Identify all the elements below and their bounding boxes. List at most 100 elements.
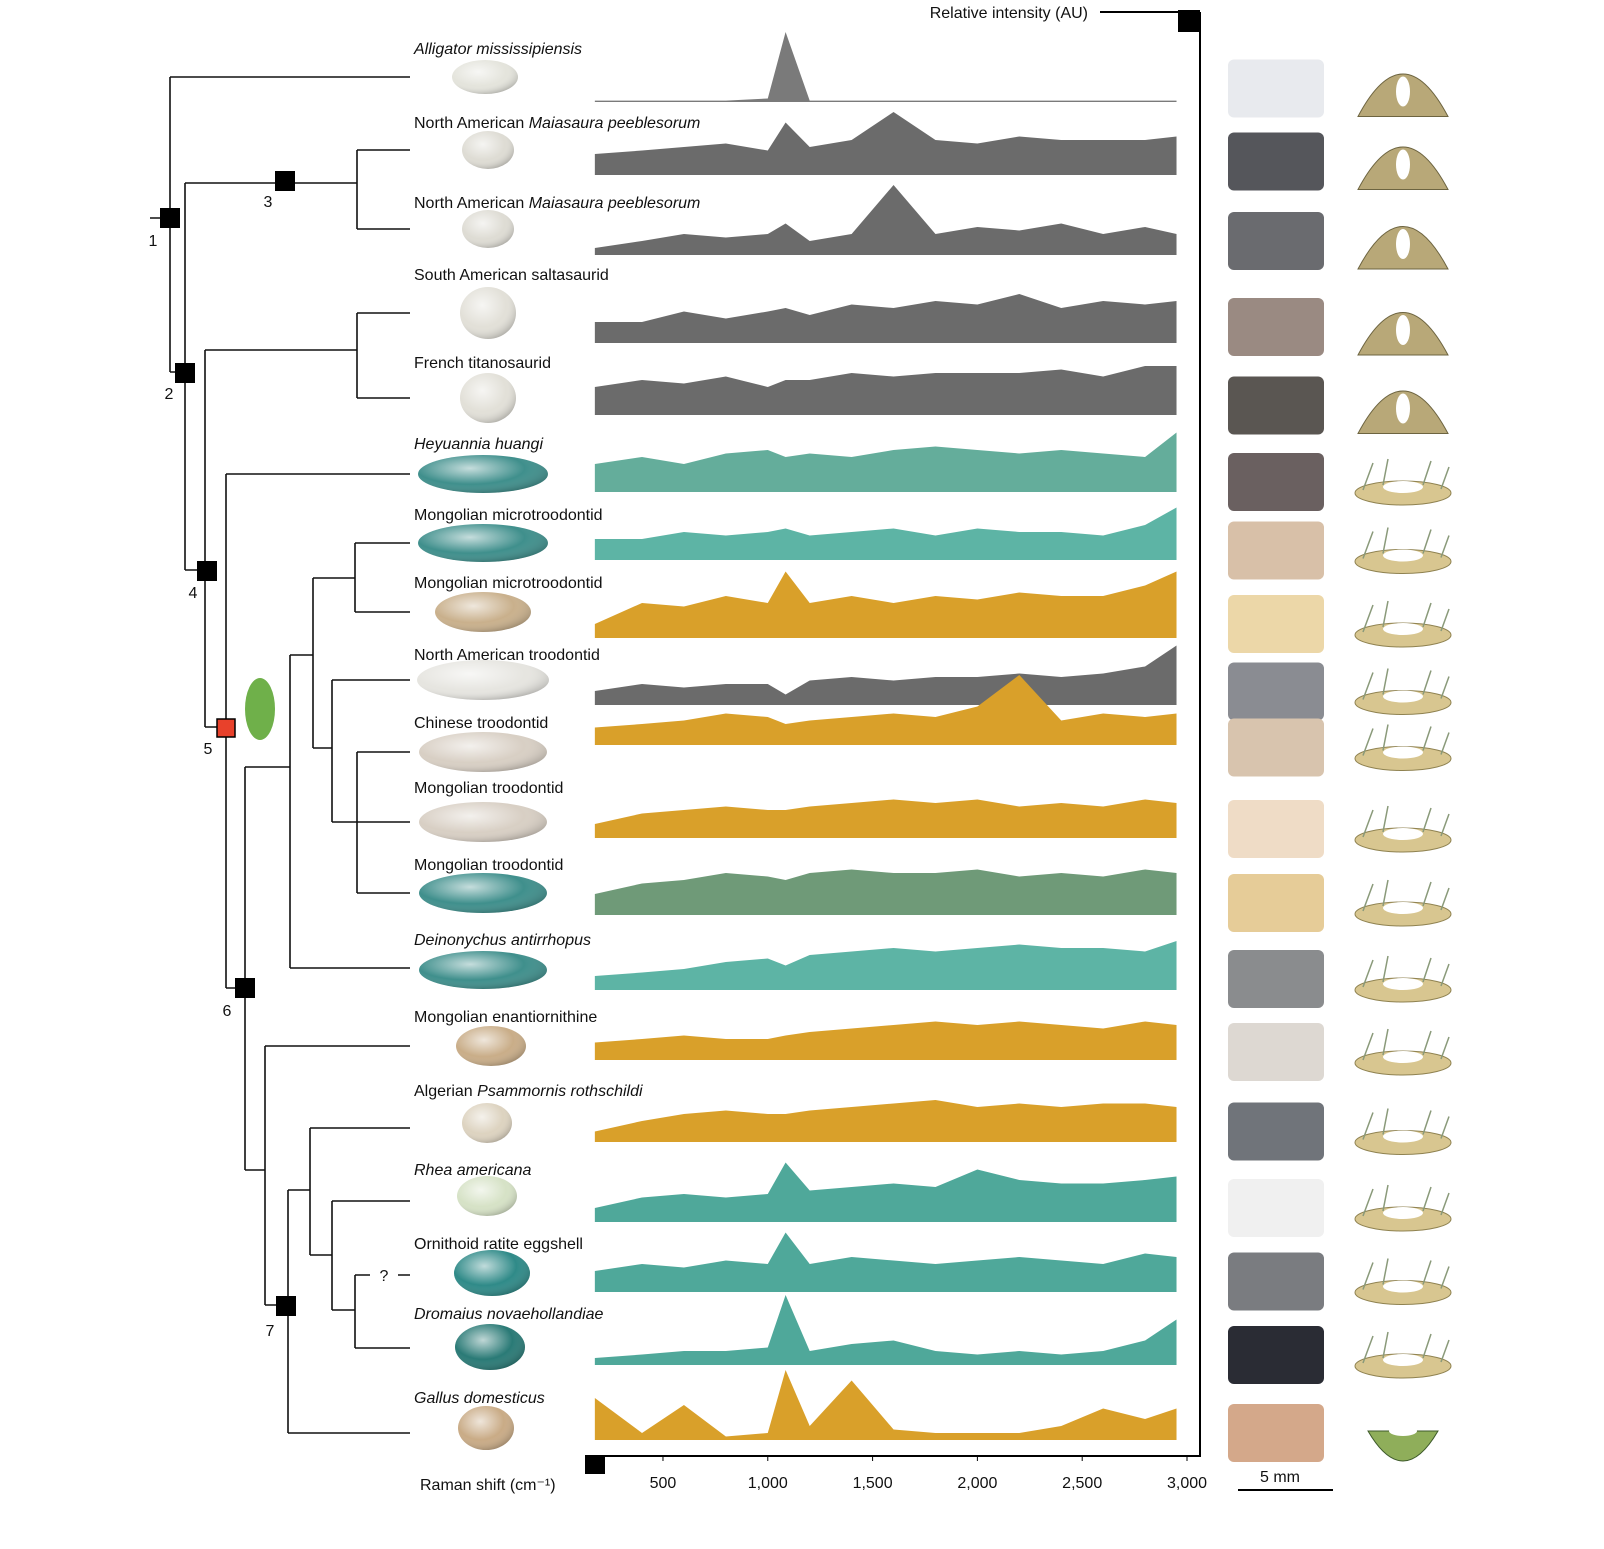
nest-egg xyxy=(1383,1354,1423,1366)
egg-shade xyxy=(419,802,547,842)
spectrum xyxy=(594,1295,1177,1365)
eggshell-photo xyxy=(1228,298,1324,356)
grass xyxy=(1362,724,1450,756)
taxon-name: Gallus domesticus xyxy=(414,1390,545,1407)
nest-egg xyxy=(1383,549,1423,562)
grass xyxy=(1362,879,1450,912)
taxon-name: Deinonychus antirrhopus xyxy=(414,932,591,949)
nest-egg xyxy=(1383,1051,1423,1063)
taxon-name: North American Maiasaura peeblesorum xyxy=(414,195,700,212)
node-label: 2 xyxy=(165,386,174,403)
eggshell-photo xyxy=(1228,1023,1324,1081)
x-tick-label: 1,500 xyxy=(853,1475,893,1492)
taxon-name: Chinese troodontid xyxy=(414,715,548,732)
egg-shade xyxy=(462,131,514,169)
name-part: South American saltasaurid xyxy=(414,267,609,284)
nest-egg xyxy=(1383,1280,1423,1293)
eggshell-photo xyxy=(1228,376,1324,435)
taxon-name: Alligator mississipiensis xyxy=(413,41,582,58)
name-part: Mongolian enantiornithine xyxy=(414,1009,597,1026)
taxon-name: Mongolian microtroodontid xyxy=(414,575,603,592)
nest-egg xyxy=(1396,315,1410,345)
eggshell-photo xyxy=(1228,1102,1324,1161)
spectrum xyxy=(594,1021,1177,1060)
nest-egg xyxy=(1383,1130,1423,1143)
egg-shade xyxy=(435,592,531,632)
grass xyxy=(1362,668,1450,700)
spectrum xyxy=(594,571,1177,638)
grass xyxy=(1362,805,1450,838)
eggshell-photo xyxy=(1228,595,1324,653)
name-part: Mongolian microtroodontid xyxy=(414,575,603,592)
egg-shade xyxy=(419,732,547,772)
eggshell-photo xyxy=(1228,59,1324,118)
x-axis-label: Raman shift (cm⁻¹) xyxy=(420,1477,556,1494)
egg-shade xyxy=(454,1250,530,1296)
nest-egg xyxy=(1396,76,1410,107)
nest-egg xyxy=(1383,828,1423,840)
node-label: 6 xyxy=(223,1003,232,1020)
x-tick-label: 1,000 xyxy=(748,1475,788,1492)
taxon-name: South American saltasaurid xyxy=(414,267,609,284)
name-part: North American xyxy=(414,195,529,212)
eggshell-photo xyxy=(1228,1252,1324,1311)
spectrum xyxy=(594,675,1177,745)
nest-egg xyxy=(1383,746,1423,759)
taxon-name: Rhea americana xyxy=(414,1162,532,1179)
egg-shade xyxy=(418,455,548,493)
eggshell-photo xyxy=(1228,521,1324,580)
grass xyxy=(1362,1028,1450,1061)
grass xyxy=(1362,955,1450,988)
name-part: Heyuannia huangi xyxy=(414,436,543,453)
egg-shade xyxy=(419,951,547,989)
name-part: Gallus domesticus xyxy=(414,1390,545,1407)
node-label: 4 xyxy=(189,585,198,602)
x-tick-label: 3,000 xyxy=(1167,1475,1207,1492)
spectrum xyxy=(594,1232,1177,1292)
phylogeny xyxy=(150,76,410,1434)
node-label: 5 xyxy=(204,741,213,758)
eggshell-photo xyxy=(1228,662,1324,721)
name-part: French titanosaurid xyxy=(414,355,551,372)
taxon-name: French titanosaurid xyxy=(414,355,551,372)
nest-egg xyxy=(1383,623,1423,635)
egg-shade xyxy=(456,1026,526,1066)
taxon-name: Heyuannia huangi xyxy=(414,436,543,453)
name-part: Chinese troodontid xyxy=(414,715,548,732)
node-label: 7 xyxy=(266,1323,275,1340)
eggshell-photo xyxy=(1228,718,1324,777)
name-part: Algerian xyxy=(414,1083,477,1100)
eggshell-photo xyxy=(1228,950,1324,1008)
egg-shade xyxy=(419,873,547,913)
name-part: Psammornis rothschildi xyxy=(477,1083,643,1100)
grass xyxy=(1362,458,1450,491)
taxon-name: North American troodontid xyxy=(414,647,600,664)
x-tick-label: 500 xyxy=(650,1475,677,1492)
eggshell-photo xyxy=(1228,800,1324,858)
spectrum xyxy=(594,112,1177,175)
grass xyxy=(1362,527,1450,559)
eggshell-photo xyxy=(1228,1326,1324,1384)
name-part: Ornithoid ratite eggshell xyxy=(414,1236,583,1253)
grass xyxy=(1362,600,1450,633)
eggshell-photo xyxy=(1228,1179,1324,1237)
spectrum xyxy=(594,869,1177,915)
taxon-name: North American Maiasaura peeblesorum xyxy=(414,115,700,132)
egg-shade xyxy=(455,1324,525,1370)
spectrum xyxy=(594,507,1177,560)
spectrum xyxy=(594,32,1177,102)
nest-egg xyxy=(1396,229,1410,259)
egg-shade xyxy=(457,1176,517,1216)
egg-shade xyxy=(462,1103,512,1143)
spectrum xyxy=(594,1370,1177,1440)
egg-shade xyxy=(460,373,516,423)
taxon-name: Mongolian microtroodontid xyxy=(414,507,603,524)
spectrum xyxy=(594,1100,1177,1142)
egg-shade xyxy=(418,524,548,562)
x-tick-label: 2,500 xyxy=(1062,1475,1102,1492)
name-part: Deinonychus antirrhopus xyxy=(414,932,591,949)
eggshell-photo xyxy=(1228,1404,1324,1462)
name-part: Mongolian microtroodontid xyxy=(414,507,603,524)
egg-shade xyxy=(460,287,516,339)
